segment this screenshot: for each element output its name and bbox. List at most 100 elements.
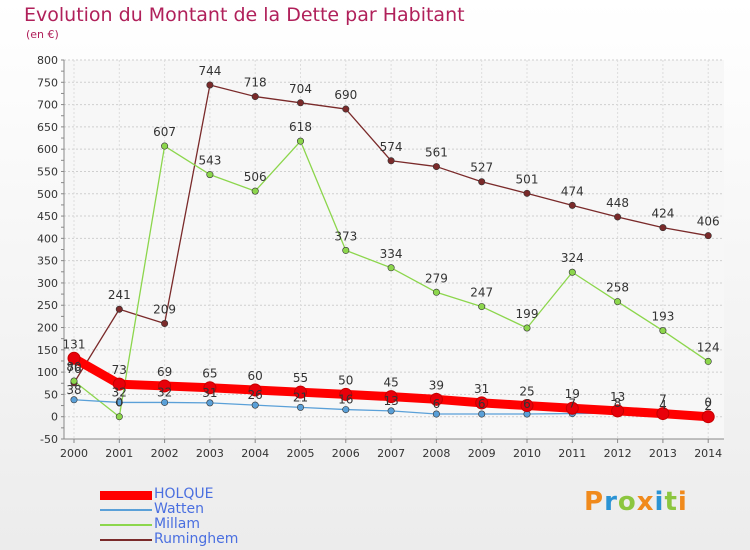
data-label: 543	[198, 154, 221, 168]
unit-label: (en €)	[26, 28, 59, 41]
x-tick-label: 2009	[468, 447, 496, 460]
legend-item-ruminghem: Ruminghem	[100, 531, 300, 547]
data-point	[475, 396, 489, 410]
data-point	[296, 99, 304, 107]
chart-title: Evolution du Montant de la Dette par Hab…	[24, 4, 465, 26]
y-tick-label: 500	[37, 188, 58, 201]
data-point	[251, 187, 259, 195]
data-point	[115, 398, 123, 406]
data-label: 690	[334, 88, 357, 102]
data-label: 16	[338, 393, 353, 407]
data-label: 406	[697, 215, 720, 229]
data-label: 373	[334, 229, 357, 243]
x-tick-label: 2006	[332, 447, 360, 460]
data-label: 199	[516, 307, 539, 321]
data-point	[704, 357, 712, 365]
data-point	[701, 410, 715, 424]
y-tick-label: 600	[37, 143, 58, 156]
data-label: 124	[697, 340, 720, 354]
data-point	[659, 224, 667, 232]
data-label: 39	[429, 378, 444, 392]
data-point	[520, 399, 534, 413]
data-label: 73	[112, 363, 127, 377]
data-point	[251, 401, 259, 409]
data-point	[432, 163, 440, 171]
data-label: 131	[63, 337, 86, 351]
legend-label: Watten	[154, 501, 204, 517]
data-label: 38	[66, 383, 81, 397]
data-label: 279	[425, 271, 448, 285]
x-tick-label: 2000	[60, 447, 88, 460]
data-label: 241	[108, 288, 131, 302]
data-label: 6	[523, 397, 531, 411]
data-point	[161, 142, 169, 150]
x-tick-label: 2014	[694, 447, 722, 460]
data-label: 561	[425, 146, 448, 160]
legend-swatch	[100, 509, 152, 511]
data-point	[568, 268, 576, 276]
data-label: 32	[112, 385, 127, 399]
legend-item-watten: Watten	[100, 501, 300, 517]
data-label: 32	[157, 385, 172, 399]
data-label: 718	[244, 76, 267, 90]
data-label: 7	[659, 393, 667, 407]
data-label: 2	[704, 399, 712, 413]
data-label: 31	[474, 382, 489, 396]
data-point	[704, 232, 712, 240]
data-point	[342, 246, 350, 254]
y-tick-label: 50	[44, 388, 58, 401]
y-tick-label: 250	[37, 299, 58, 312]
y-tick-label: 800	[37, 54, 58, 67]
data-point	[384, 390, 398, 404]
data-point	[206, 81, 214, 89]
data-point	[251, 93, 259, 101]
y-tick-label: 300	[37, 277, 58, 290]
data-point	[614, 298, 622, 306]
data-point	[611, 404, 625, 418]
data-label: 25	[519, 385, 534, 399]
data-label: 501	[516, 172, 539, 186]
data-label: 55	[293, 371, 308, 385]
data-point	[70, 396, 78, 404]
data-label: 6	[433, 397, 441, 411]
data-point	[387, 407, 395, 415]
data-point	[478, 303, 486, 311]
plot-area	[64, 60, 724, 439]
data-point	[296, 137, 304, 145]
data-point	[432, 288, 440, 296]
data-label: 324	[561, 251, 584, 265]
data-point	[478, 178, 486, 186]
y-tick-label: 100	[37, 366, 58, 379]
data-point	[115, 413, 123, 421]
data-label: 527	[470, 161, 493, 175]
legend-swatch	[100, 539, 152, 541]
data-point	[296, 403, 304, 411]
data-point	[342, 406, 350, 414]
x-tick-label: 2002	[151, 447, 179, 460]
data-point	[523, 189, 531, 197]
data-point	[387, 157, 395, 165]
data-label: 80	[66, 360, 81, 374]
x-tick-label: 2010	[513, 447, 541, 460]
data-point	[614, 213, 622, 221]
data-point	[656, 407, 670, 421]
data-label: 45	[383, 376, 398, 390]
data-label: 8	[614, 396, 622, 410]
data-label: 474	[561, 184, 584, 198]
data-point	[70, 377, 78, 385]
data-label: 60	[248, 369, 263, 383]
data-point	[568, 201, 576, 209]
y-tick-label: 350	[37, 255, 58, 268]
proxiti-logo: Proxiti	[584, 487, 688, 517]
data-point	[67, 351, 81, 365]
data-label: 209	[153, 303, 176, 317]
y-tick-label: 200	[37, 322, 58, 335]
data-point	[429, 392, 443, 406]
data-label: 574	[380, 140, 403, 154]
data-label: 334	[380, 247, 403, 261]
data-point	[161, 398, 169, 406]
data-point	[342, 105, 350, 113]
data-label: 193	[651, 310, 674, 324]
data-point	[659, 327, 667, 335]
data-label: 704	[289, 82, 312, 96]
